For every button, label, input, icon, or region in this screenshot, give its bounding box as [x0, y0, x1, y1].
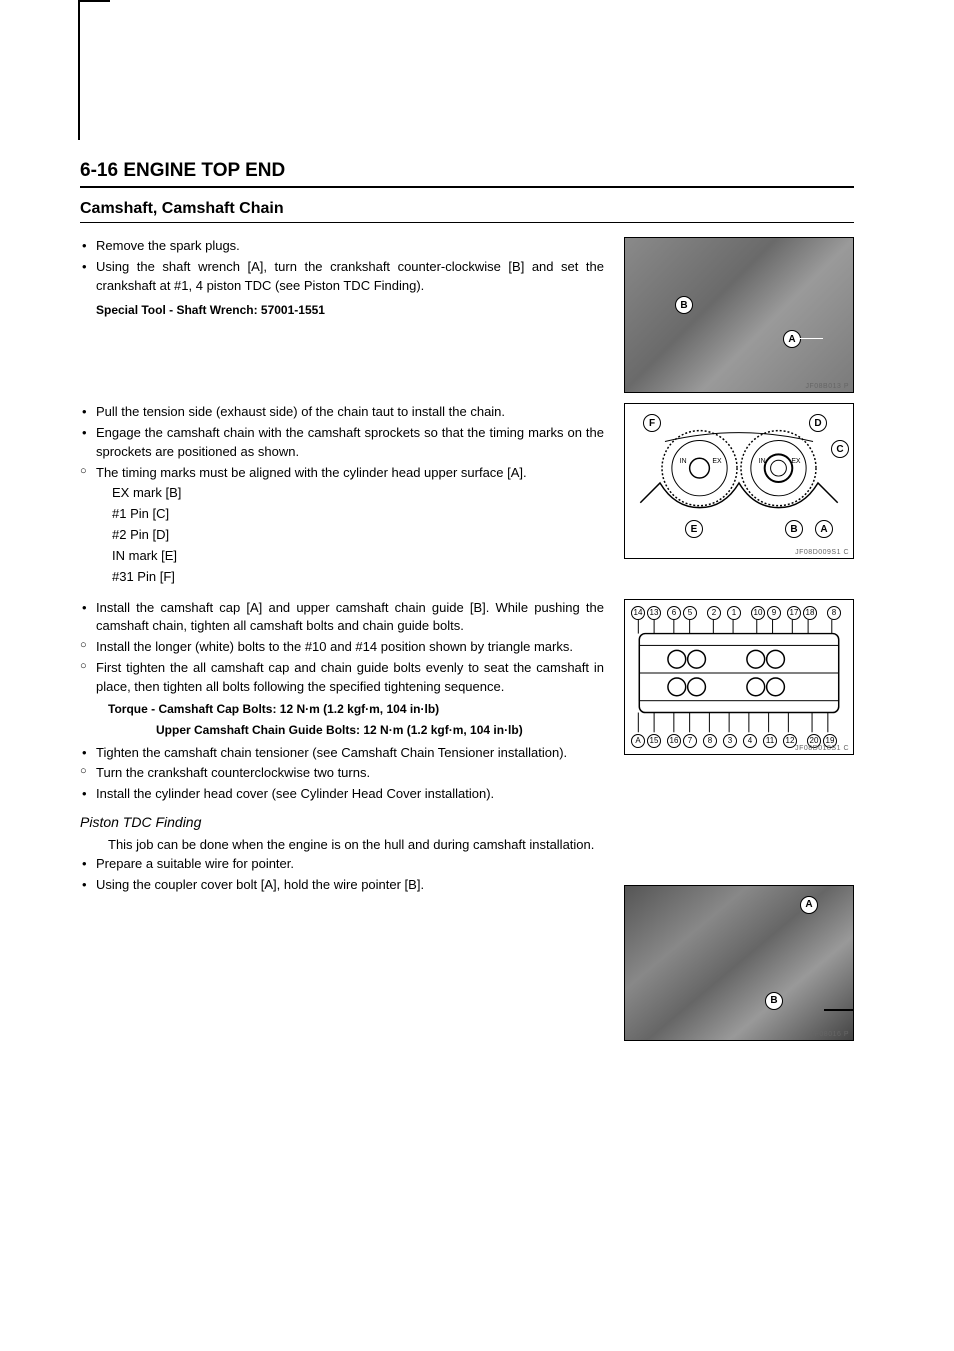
- callout-a: A: [815, 520, 833, 538]
- list-item: Install the longer (white) bolts to the …: [80, 638, 604, 657]
- special-tool: Special Tool - Shaft Wrench: 57001-1551: [80, 302, 604, 319]
- figure-column: 14 13 6 5 2 1 10 9 17 18 8 A 15 16: [624, 599, 854, 1041]
- list-item: First tighten the all camshaft cap and c…: [80, 659, 604, 697]
- figure-2: F D C E B A IN EX: [624, 403, 854, 559]
- photo: A B: [625, 886, 853, 1040]
- list-item: Remove the spark plugs.: [80, 237, 604, 256]
- page-header: 6-16 ENGINE TOP END: [80, 160, 854, 188]
- callout-b: B: [785, 520, 803, 538]
- list-item: #31 Pin [F]: [80, 568, 604, 587]
- figure-id: JF08D009S1 C: [795, 549, 849, 556]
- callout-a: A: [783, 330, 801, 348]
- corner-mark: [80, 0, 110, 2]
- list-item: The timing marks must be aligned with th…: [80, 464, 604, 483]
- sprocket-diagram: F D C E B A IN EX: [625, 404, 853, 558]
- list-item: EX mark [B]: [80, 484, 604, 503]
- page: 6-16 ENGINE TOP END Camshaft, Camshaft C…: [0, 0, 954, 1091]
- list-item: Install the cylinder head cover (see Cyl…: [80, 785, 604, 804]
- content: Remove the spark plugs. Using the shaft …: [80, 237, 854, 1041]
- list-item: Install the camshaft cap [A] and upper c…: [80, 599, 604, 637]
- list-item: Prepare a suitable wire for pointer.: [80, 855, 604, 874]
- paragraph: This job can be done when the engine is …: [80, 836, 604, 855]
- list-item: IN mark [E]: [80, 547, 604, 566]
- list-item: Pull the tension side (exhaust side) of …: [80, 403, 604, 422]
- text-column: Pull the tension side (exhaust side) of …: [80, 403, 604, 589]
- figure-4: A B JF08016 P: [624, 885, 854, 1041]
- figure-id: JF08D018S1 C: [795, 745, 849, 752]
- list-item: #1 Pin [C]: [80, 505, 604, 524]
- torque-spec: Upper Camshaft Chain Guide Bolts: 12 N·m…: [80, 722, 604, 739]
- callout-line: [799, 338, 823, 339]
- callout-c: C: [831, 440, 849, 458]
- callout-b: B: [765, 992, 783, 1010]
- spacer: [624, 755, 854, 885]
- section-2: Pull the tension side (exhaust side) of …: [80, 403, 854, 589]
- torque-spec: Torque - Camshaft Cap Bolts: 12 N·m (1.2…: [80, 701, 604, 718]
- figure-id: JF08016 P: [811, 1031, 849, 1038]
- section-3: Install the camshaft cap [A] and upper c…: [80, 599, 854, 1041]
- callout-d: D: [809, 414, 827, 432]
- callout-e: E: [685, 520, 703, 538]
- list-item: #2 Pin [D]: [80, 526, 604, 545]
- svg-text:IN: IN: [759, 458, 766, 465]
- section-subtitle: Camshaft, Camshaft Chain: [80, 200, 854, 223]
- figure-1: B A JF08B013 P: [624, 237, 854, 393]
- callout-a: A: [800, 896, 818, 914]
- callout-b: B: [675, 296, 693, 314]
- subsection-title: Piston TDC Finding: [80, 812, 604, 832]
- text-column: Remove the spark plugs. Using the shaft …: [80, 237, 604, 325]
- corner-mark: [824, 1009, 854, 1011]
- text-column: Install the camshaft cap [A] and upper c…: [80, 599, 604, 897]
- svg-text:EX: EX: [712, 458, 722, 465]
- figure-3: 14 13 6 5 2 1 10 9 17 18 8 A 15 16: [624, 599, 854, 755]
- list-item: Tighten the camshaft chain tensioner (se…: [80, 744, 604, 763]
- svg-text:IN: IN: [680, 458, 687, 465]
- page-title: 6-16 ENGINE TOP END: [80, 160, 285, 181]
- callout-f: F: [643, 414, 661, 432]
- figure-id: JF08B013 P: [805, 383, 849, 390]
- list-item: Engage the camshaft chain with the camsh…: [80, 424, 604, 462]
- corner-mark: [78, 0, 80, 140]
- list-item: Using the coupler cover bolt [A], hold t…: [80, 876, 604, 895]
- list-item: Turn the crankshaft counterclockwise two…: [80, 764, 604, 783]
- svg-text:EX: EX: [791, 458, 801, 465]
- section-1: Remove the spark plugs. Using the shaft …: [80, 237, 854, 393]
- photo: B A: [625, 238, 853, 392]
- bolt-diagram: 14 13 6 5 2 1 10 9 17 18 8 A 15 16: [625, 600, 853, 754]
- list-item: Using the shaft wrench [A], turn the cra…: [80, 258, 604, 296]
- engine-svg: [625, 600, 853, 754]
